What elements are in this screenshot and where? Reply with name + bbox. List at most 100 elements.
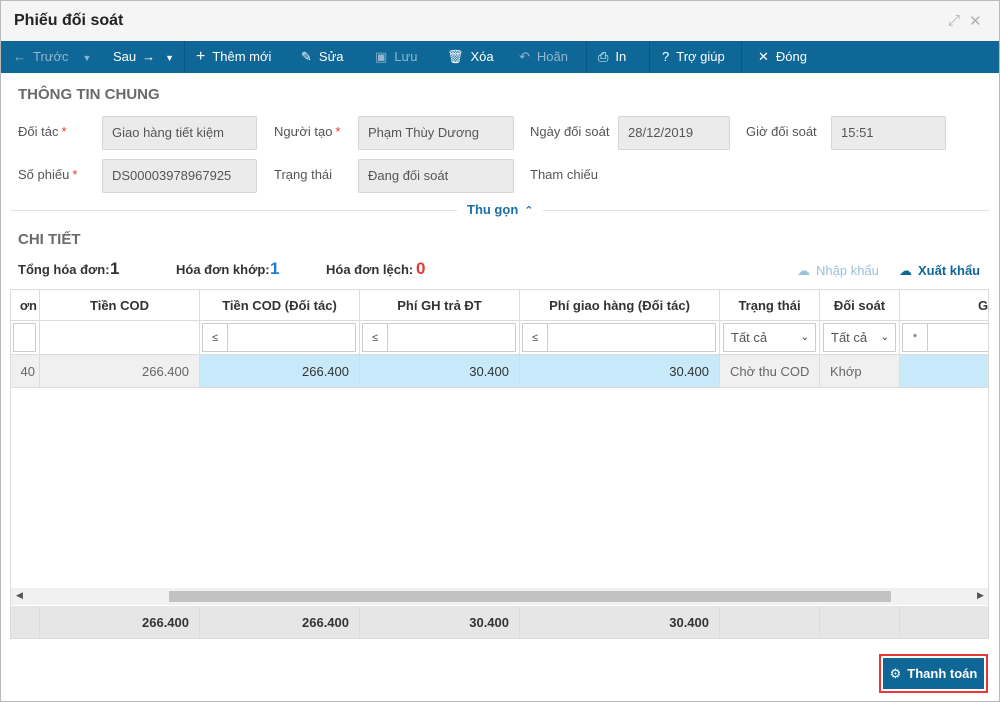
detail-grid: ơn 40 Tiền COD 266.400 266.400 Tiền COD … <box>10 289 989 639</box>
pencil-icon: ✎ <box>301 49 312 64</box>
grid-cell[interactable] <box>900 355 988 388</box>
collapse-toggle[interactable]: Thu gọn ⌃ <box>457 202 544 217</box>
undo-icon: ↶ <box>519 49 530 64</box>
partner-field[interactable]: Giao hàng tiết kiệm <box>102 116 257 150</box>
filter-input[interactable] <box>927 323 988 352</box>
column-header[interactable]: Đối soát <box>820 290 900 321</box>
partner-label: Đối tác * <box>18 124 67 139</box>
filter-input[interactable] <box>227 323 356 352</box>
arrow-left-icon: ← <box>13 49 26 64</box>
help-button[interactable]: ? Trợ giúp <box>662 41 725 73</box>
column-header[interactable]: Tiền COD (Đối tác) <box>200 290 360 321</box>
caret-down-icon: ▼ <box>82 53 92 63</box>
scroll-left-icon[interactable]: ◀ <box>16 590 23 600</box>
filter-operator[interactable]: ≤ <box>202 323 227 352</box>
next-button[interactable]: Sau → ▼ <box>113 49 175 64</box>
plus-icon: + <box>196 48 206 65</box>
filter-cell: ≤ <box>520 321 720 355</box>
filter-cell: Tất cả ⌄ <box>820 321 900 355</box>
grid-cell[interactable]: 266.400 <box>200 355 360 388</box>
total-cell: 30.400 <box>520 606 720 638</box>
close-button[interactable]: ✕ Đóng <box>758 41 807 73</box>
column-header[interactable]: Gh <box>900 290 988 321</box>
filter-input[interactable] <box>547 323 716 352</box>
column-header[interactable]: Phí GH trả ĐT <box>360 290 520 321</box>
print-button[interactable]: ⎙ In <box>598 41 626 73</box>
filter-input[interactable] <box>13 323 36 352</box>
maximize-icon[interactable]: ⤢ <box>948 12 961 29</box>
filter-cell: ≤ <box>360 321 520 355</box>
creator-label: Người tạo * <box>274 124 341 139</box>
filter-cell: * <box>900 321 988 355</box>
arrow-right-icon: → <box>142 49 156 64</box>
help-icon: ? <box>662 49 670 64</box>
column-header[interactable]: Tiền COD <box>40 290 200 321</box>
general-section-title: THÔNG TIN CHUNG <box>18 86 160 103</box>
horizontal-scrollbar[interactable]: ◀ ▶ <box>11 588 988 605</box>
toolbar-separator <box>741 41 742 73</box>
status-field[interactable]: Đang đối soát <box>358 159 514 193</box>
column-header[interactable]: ơn <box>11 290 40 321</box>
column-header[interactable]: Trạng thái <box>720 290 820 321</box>
grid-column: Trạng thái Tất cả ⌄ Chờ thu COD <box>720 290 820 638</box>
chevron-up-icon: ⌃ <box>524 205 534 217</box>
grid-column: Tiền COD (Đối tác) ≤ 266.400 266.400 <box>200 290 360 638</box>
match-filter-select[interactable]: Tất cả ⌄ <box>823 323 896 352</box>
total-cell: 30.400 <box>360 606 520 638</box>
grid-cell[interactable]: 266.400 <box>40 355 200 388</box>
matched-invoices-value: 1 <box>270 259 280 278</box>
save-icon: ▣ <box>375 49 388 64</box>
delete-button[interactable]: 🗑 Xóa <box>447 41 494 73</box>
creator-field[interactable]: Phạm Thùy Dương <box>358 116 514 150</box>
filter-cell: ≤ <box>200 321 360 355</box>
pay-button[interactable]: ⚙ Thanh toán <box>883 658 984 689</box>
toolbar: ← Trước ▼ Sau → ▼ + Thêm mới ✎ Sửa ▣ Lưu 🗑 Xóa ↶… <box>1 41 999 73</box>
trash-icon: 🗑 <box>447 49 464 64</box>
grid-column: ơn 40 <box>11 290 40 638</box>
date-field[interactable]: 28/12/2019 <box>618 116 730 150</box>
reference-label: Tham chiếu <box>530 167 598 182</box>
undo-button[interactable]: ↶ Hoãn <box>519 41 568 73</box>
filter-input[interactable] <box>387 323 516 352</box>
close-icon: ✕ <box>758 49 769 64</box>
filter-operator[interactable]: ≤ <box>362 323 387 352</box>
total-cell <box>900 606 988 638</box>
chevron-down-icon: ⌄ <box>880 332 889 343</box>
prev-button[interactable]: ← Trước ▼ <box>13 41 91 73</box>
scrollbar-thumb[interactable] <box>169 591 891 602</box>
edit-button[interactable]: ✎ Sửa <box>301 41 344 73</box>
number-field[interactable]: DS00003978967925 <box>102 159 257 193</box>
grid-cell[interactable]: 30.400 <box>520 355 720 388</box>
filter-cell: Tất cả ⌄ <box>720 321 820 355</box>
total-cell: 266.400 <box>200 606 360 638</box>
grid-cell[interactable]: 30.400 <box>360 355 520 388</box>
grid-column: Gh * <box>900 290 988 638</box>
grid-cell[interactable]: Chờ thu COD <box>720 355 820 388</box>
time-field[interactable]: 15:51 <box>831 116 946 150</box>
time-label: Giờ đối soát <box>746 124 817 139</box>
save-button[interactable]: ▣ Lưu <box>375 41 417 73</box>
scroll-right-icon[interactable]: ▶ <box>977 590 984 600</box>
grid-cell[interactable]: 40 <box>11 355 40 388</box>
total-cell <box>820 606 900 638</box>
grid-column: Phí GH trả ĐT ≤ 30.400 30.400 <box>360 290 520 638</box>
grid-cell[interactable]: Khớp <box>820 355 900 388</box>
export-button[interactable]: ☁ Xuất khẩu <box>899 263 981 278</box>
column-header[interactable]: Phí giao hàng (Đối tác) <box>520 290 720 321</box>
pay-button-highlight: ⚙ Thanh toán <box>879 654 988 693</box>
filter-operator[interactable]: ≤ <box>522 323 547 352</box>
date-label: Ngày đối soát <box>530 124 610 139</box>
cloud-upload-icon: ☁ <box>797 263 810 278</box>
filter-cell <box>40 321 200 355</box>
title-bar: Phiếu đối soát ⤢ ✕ <box>1 1 999 41</box>
status-filter-select[interactable]: Tất cả ⌄ <box>723 323 816 352</box>
diff-invoices-value: 0 <box>416 259 426 278</box>
filter-operator[interactable]: * <box>902 323 927 352</box>
detail-section-title: CHI TIẾT <box>18 231 81 248</box>
close-window-icon[interactable]: ✕ <box>969 13 982 30</box>
import-button[interactable]: ☁ Nhập khẩu <box>797 263 879 278</box>
total-cell <box>11 606 40 638</box>
grid-column: Phí giao hàng (Đối tác) ≤ 30.400 30.400 <box>520 290 720 638</box>
add-button[interactable]: + Thêm mới <box>196 41 271 73</box>
